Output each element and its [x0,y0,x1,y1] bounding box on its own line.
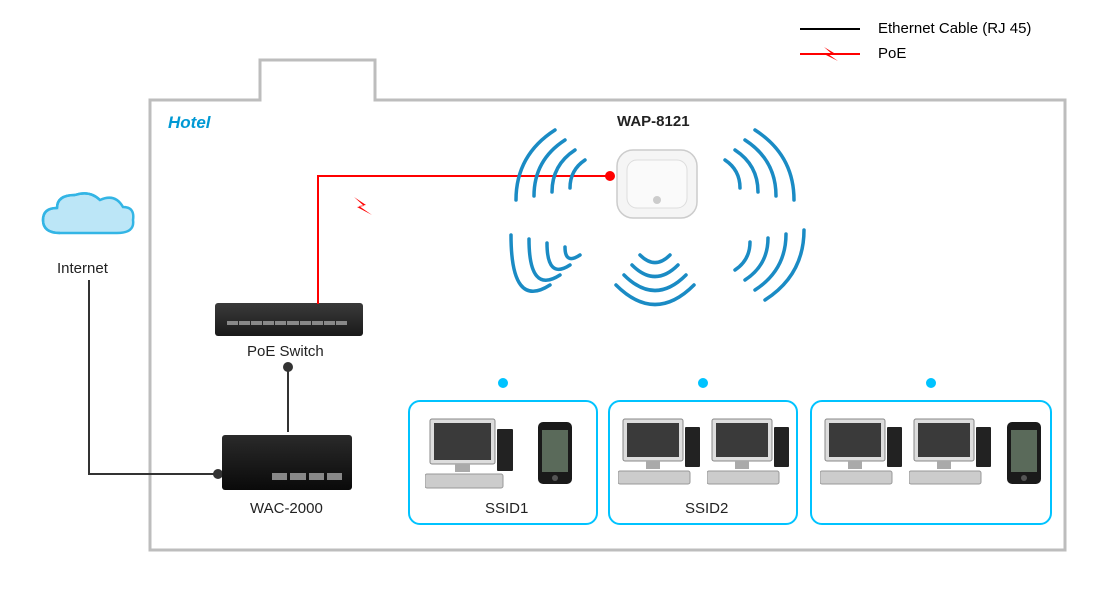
ssid2-label: SSID2 [685,500,728,517]
ssid1-dot [498,378,508,388]
phone-icon [1004,420,1044,490]
monitor-icon [425,414,515,492]
monitor-icon [909,414,997,492]
phone-icon [535,420,575,490]
monitor-icon [618,414,706,492]
monitor-icon [820,414,908,492]
ssid3-dot [926,378,936,388]
ssid1-label: SSID1 [485,500,528,517]
ssid1-box: SSID1 [408,400,598,525]
ssid2-box: SSID2 [608,400,798,525]
ssid2-dot [698,378,708,388]
monitor-icon [707,414,795,492]
ssid3-box [810,400,1052,525]
